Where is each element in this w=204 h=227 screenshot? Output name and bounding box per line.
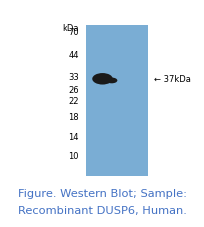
Ellipse shape [92,74,112,85]
Text: kDa: kDa [62,24,79,33]
Text: Recombinant DUSP6, Human.: Recombinant DUSP6, Human. [18,205,186,215]
Text: 70: 70 [68,27,79,37]
FancyBboxPatch shape [86,26,147,177]
Text: 14: 14 [68,132,79,141]
Text: 26: 26 [68,86,79,95]
Text: ← 37kDa: ← 37kDa [153,75,190,84]
Text: Figure. Western Blot; Sample:: Figure. Western Blot; Sample: [18,188,186,198]
Text: 18: 18 [68,113,79,121]
Text: 22: 22 [68,96,79,105]
Ellipse shape [106,78,117,84]
Text: 33: 33 [68,72,79,81]
Text: 44: 44 [68,51,79,60]
Text: 10: 10 [68,151,79,160]
